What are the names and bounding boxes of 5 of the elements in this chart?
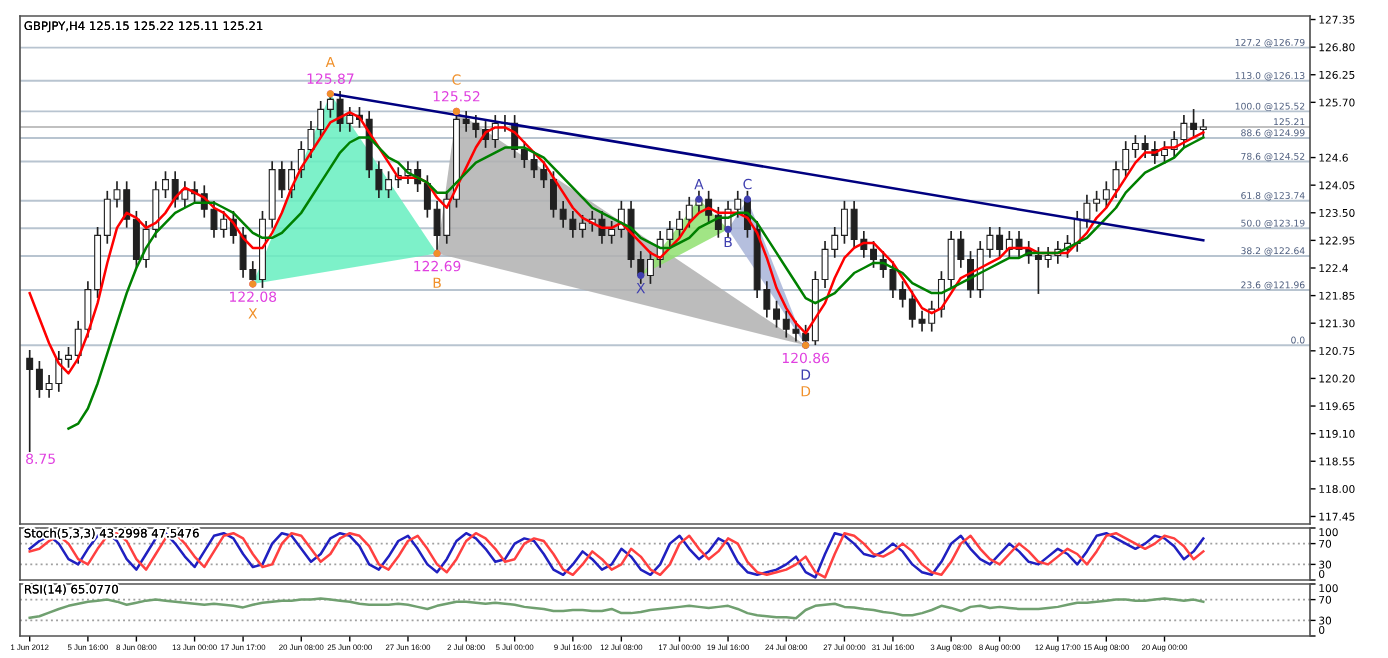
- point: [637, 271, 645, 280]
- line-series: [28, 597, 1205, 620]
- line-series: [28, 531, 1205, 579]
- point: [743, 195, 752, 203]
- point: [724, 225, 732, 233]
